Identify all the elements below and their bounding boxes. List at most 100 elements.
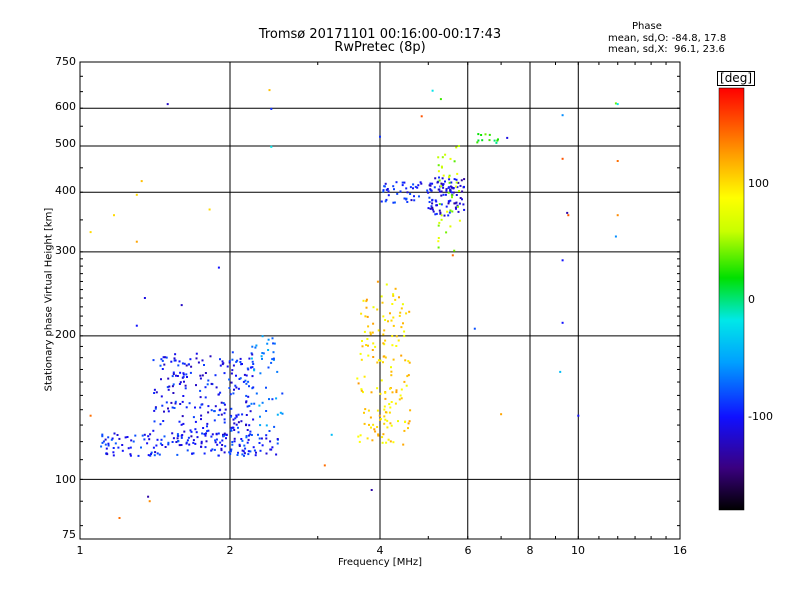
echo-point [235, 415, 238, 418]
echo-point [269, 440, 272, 443]
echo-point [383, 405, 386, 408]
echo-point [238, 445, 241, 447]
sparse-echo-point [566, 211, 569, 214]
echo-point [177, 364, 180, 367]
echo-point [373, 428, 376, 431]
echo-point [265, 452, 268, 455]
echo-point [389, 440, 392, 443]
echo-point [245, 424, 247, 427]
echo-point [100, 445, 103, 448]
sparse-echo-point [268, 89, 271, 92]
echo-point [374, 430, 377, 433]
echo-point [463, 208, 466, 211]
sparse-echo-point [323, 464, 326, 467]
echo-point [276, 413, 279, 416]
echo-point [248, 424, 251, 427]
sparse-echo-point [113, 214, 115, 217]
echo-point [366, 437, 369, 440]
sparse-echo-point [379, 135, 381, 138]
echo-point [363, 411, 365, 414]
echo-point [143, 433, 146, 436]
echo-point [437, 156, 440, 159]
y-tick-label: 300 [55, 244, 76, 257]
echo-point [210, 409, 213, 412]
echo-point [412, 187, 414, 190]
echo-point [446, 210, 449, 213]
echo-point [155, 391, 158, 394]
chart-title: Tromsø 20171101 00:16:00-00:17:43 [258, 27, 502, 42]
echo-point [427, 191, 430, 194]
echo-point [153, 392, 156, 394]
echo-point [434, 213, 437, 216]
echo-point [189, 358, 192, 361]
echo-point [402, 443, 405, 446]
echo-point [245, 374, 248, 377]
echo-point [258, 437, 261, 440]
echo-point [385, 283, 388, 286]
sparse-echo-point [270, 145, 273, 148]
echo-point [261, 357, 263, 360]
echo-point [440, 194, 443, 197]
echo-point [214, 405, 217, 408]
echo-point [481, 139, 484, 142]
echo-point [201, 374, 204, 377]
echo-point [441, 184, 444, 187]
echo-point [231, 358, 234, 361]
echo-point [265, 424, 268, 427]
echo-point [232, 364, 235, 367]
echo-point [438, 203, 441, 205]
echo-point [183, 362, 186, 365]
echo-point [168, 385, 171, 388]
echo-point [230, 372, 233, 375]
echo-point [217, 432, 220, 435]
echo-point [371, 331, 374, 334]
echo-point [174, 400, 177, 403]
echo-point [434, 177, 437, 180]
echo-point [221, 444, 224, 446]
echo-point [187, 363, 190, 366]
echo-point [222, 435, 225, 437]
echo-point [156, 438, 159, 441]
echo-point [363, 422, 366, 425]
sparse-echo-point [370, 489, 373, 491]
echo-point [167, 441, 170, 444]
x-tick-label: 8 [526, 544, 534, 557]
echo-point [407, 360, 410, 363]
echo-point [149, 454, 152, 457]
echo-point [206, 430, 209, 433]
echo-point [167, 377, 170, 380]
echo-point [245, 382, 248, 385]
echo-point [364, 408, 367, 411]
echo-point [244, 447, 247, 450]
y-tick-label: 600 [55, 100, 76, 113]
echo-point [220, 449, 223, 452]
echo-point [242, 380, 245, 383]
echo-point [441, 156, 444, 159]
echo-point [161, 359, 164, 362]
echo-point [126, 436, 129, 438]
echo-point [178, 360, 181, 363]
echo-point [394, 402, 397, 405]
echo-point [190, 365, 193, 368]
echo-point [366, 338, 369, 340]
echo-point [382, 361, 384, 364]
echo-point [159, 364, 162, 367]
echo-point [233, 429, 236, 431]
echo-point [398, 398, 401, 401]
echo-point [400, 397, 403, 400]
echo-point [154, 406, 157, 409]
echo-point [401, 184, 404, 187]
echo-point [437, 240, 440, 243]
x-tick-label: 16 [673, 544, 687, 557]
echo-point [248, 385, 250, 388]
echo-point [384, 418, 387, 421]
echo-point [390, 366, 392, 369]
echo-point [165, 356, 168, 359]
echo-point [399, 190, 402, 193]
echo-point [448, 211, 451, 214]
echo-point [413, 199, 416, 202]
echo-point [223, 421, 226, 424]
echo-point [401, 303, 404, 306]
echo-point [237, 421, 240, 424]
